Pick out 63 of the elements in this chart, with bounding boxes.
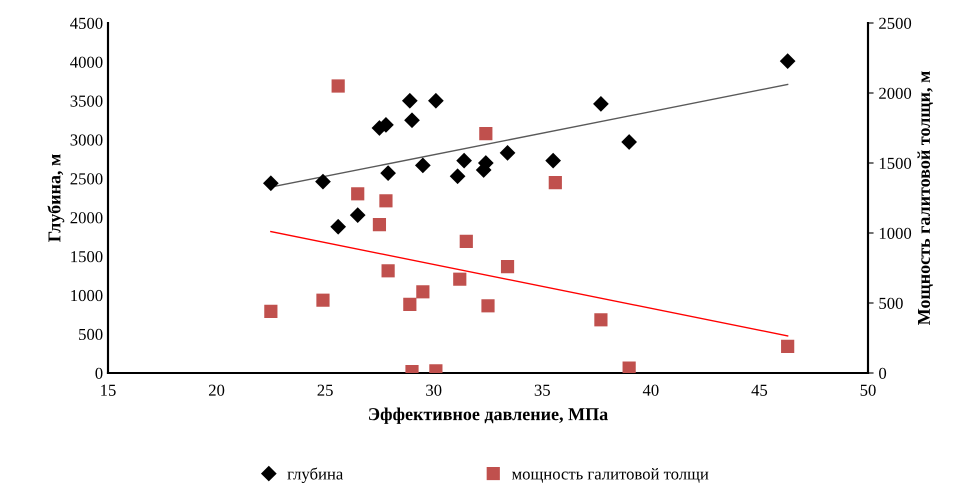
point: [350, 208, 366, 223]
legend-label: мощность галитовой толщи: [512, 468, 708, 483]
y-tick-label: 1500: [71, 251, 103, 262]
y-axis-title: Глубина, м: [47, 154, 64, 242]
y-tick-label: 1000: [71, 290, 103, 302]
point: [456, 153, 472, 168]
point: [404, 112, 420, 128]
point: [372, 218, 386, 232]
x-axis-title: Эффективное давление, МПа: [369, 408, 608, 424]
y-tick-label: 3500: [70, 95, 103, 107]
legend-label: глубина: [287, 467, 344, 483]
y-tick-label: 4000: [70, 56, 103, 68]
point: [479, 127, 492, 140]
point: [330, 219, 346, 234]
point: [415, 158, 430, 173]
point: [548, 176, 562, 190]
y-tick-label: 3000: [70, 134, 103, 146]
y2-tick-label: 500: [879, 298, 903, 309]
point: [428, 93, 444, 108]
point: [460, 234, 473, 248]
point: [622, 134, 637, 150]
x-tick-label: 40: [642, 384, 659, 396]
point: [379, 194, 393, 208]
point: [382, 264, 395, 278]
x-tick-label: 30: [426, 384, 442, 396]
point: [500, 145, 516, 160]
point: [481, 299, 495, 312]
point: [546, 153, 561, 168]
point: [351, 187, 364, 200]
y-tick-label: 2500: [70, 173, 103, 184]
x-tick-label: 25: [318, 384, 333, 396]
point: [332, 79, 345, 93]
point: [263, 176, 278, 191]
point: [500, 260, 514, 274]
point: [781, 340, 794, 353]
y-tick-label: 0: [95, 368, 103, 379]
y2-tick-label: 0: [879, 368, 886, 379]
point: [416, 285, 430, 298]
point: [380, 166, 396, 181]
x-tick-label: 15: [101, 384, 116, 396]
x-tick-label: 45: [751, 384, 768, 396]
x-tick-label: 20: [208, 384, 224, 396]
point: [264, 304, 278, 318]
y2-tick-label: 2500: [879, 18, 912, 29]
point: [453, 272, 466, 286]
x-tick-label: 35: [534, 384, 550, 396]
y2-tick-label: 2000: [879, 88, 912, 99]
point: [316, 294, 330, 307]
y-tick-label: 2000: [70, 212, 103, 224]
x-tick-label: 50: [860, 384, 876, 396]
y2-tick-label: 1000: [880, 228, 912, 239]
y2-axis-title: Мощность галитовой толщи, м: [917, 71, 933, 326]
point: [402, 93, 418, 108]
point: [594, 313, 608, 326]
y-tick-label: 4500: [70, 18, 103, 29]
point: [450, 168, 466, 184]
point: [622, 362, 636, 373]
point: [403, 298, 416, 311]
point: [780, 54, 796, 69]
point: [315, 174, 331, 190]
y-tick-label: 500: [79, 328, 103, 340]
point: [593, 96, 608, 112]
y2-tick-label: 1500: [880, 158, 912, 169]
